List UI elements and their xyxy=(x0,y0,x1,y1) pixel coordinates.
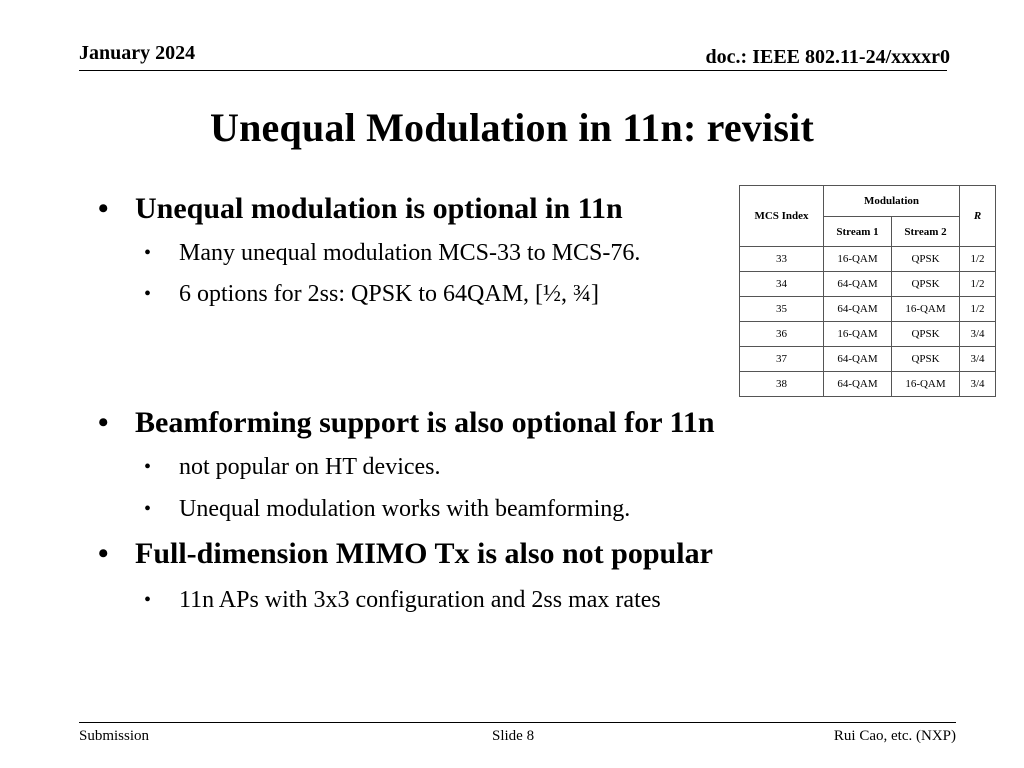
table-row: 33 16-QAM QPSK 1/2 xyxy=(739,246,996,272)
sub-bullet-3-1-text: 11n APs with 3x3 configuration and 2ss m… xyxy=(179,587,661,613)
header-rule xyxy=(79,70,947,71)
sub-bullet-marker: • xyxy=(144,456,152,478)
stream2-cell: QPSK xyxy=(891,346,960,372)
table-row: 37 64-QAM QPSK 3/4 xyxy=(739,346,996,372)
sub-bullet-2-2-text: Unequal modulation works with beamformin… xyxy=(179,496,631,522)
stream1-cell: 64-QAM xyxy=(823,371,892,397)
mcs-index-cell: 35 xyxy=(739,296,824,322)
stream1-cell: 16-QAM xyxy=(823,246,892,272)
stream2-cell: QPSK xyxy=(891,321,960,347)
rate-cell: 1/2 xyxy=(959,296,996,322)
mcs-index-cell: 36 xyxy=(739,321,824,347)
rate-cell: 1/2 xyxy=(959,246,996,272)
footer-rule xyxy=(79,722,956,723)
stream2-header: Stream 2 xyxy=(891,216,960,247)
sub-bullet-2-1-text: not popular on HT devices. xyxy=(179,454,441,480)
stream2-cell: 16-QAM xyxy=(891,371,960,397)
sub-bullet-1-1-text: Many unequal modulation MCS-33 to MCS-76… xyxy=(179,240,641,266)
bullet-1-text: Unequal modulation is optional in 11n xyxy=(135,192,623,225)
bullet-marker: • xyxy=(98,406,109,439)
stream1-cell: 64-QAM xyxy=(823,271,892,297)
sub-bullet-marker: • xyxy=(144,498,152,520)
stream2-cell: QPSK xyxy=(891,246,960,272)
mcs-index-cell: 37 xyxy=(739,346,824,372)
stream1-header: Stream 1 xyxy=(823,216,892,247)
header-doc-id: doc.: IEEE 802.11-24/xxxxr0 xyxy=(705,46,950,68)
r-header: R xyxy=(959,185,996,247)
footer-slide-number: Slide 8 xyxy=(492,728,535,744)
header-date: January 2024 xyxy=(79,42,196,64)
mcs-index-cell: 38 xyxy=(739,371,824,397)
mcs-index-cell: 34 xyxy=(739,271,824,297)
footer-author: Rui Cao, etc. (NXP) xyxy=(833,728,956,744)
rate-cell: 3/4 xyxy=(959,346,996,372)
footer-submission: Submission xyxy=(79,728,150,744)
table-row: 34 64-QAM QPSK 1/2 xyxy=(739,271,996,297)
mcs-index-header: MCS Index xyxy=(739,185,824,247)
modulation-header: Modulation xyxy=(823,185,960,217)
rate-cell: 3/4 xyxy=(959,321,996,347)
mcs-table: MCS Index Modulation R Stream 1 Stream 2… xyxy=(739,185,996,397)
mcs-index-cell: 33 xyxy=(739,246,824,272)
sub-bullet-1-2-text: 6 options for 2ss: QPSK to 64QAM, [½, ¾] xyxy=(179,281,600,307)
stream2-cell: QPSK xyxy=(891,271,960,297)
bullet-3-text: Full-dimension MIMO Tx is also not popul… xyxy=(135,537,713,570)
table-row: 35 64-QAM 16-QAM 1/2 xyxy=(739,296,996,322)
rate-cell: 1/2 xyxy=(959,271,996,297)
sub-bullet-marker: • xyxy=(144,589,152,611)
sub-bullet-marker: • xyxy=(144,283,152,305)
stream1-cell: 64-QAM xyxy=(823,346,892,372)
table-row: 36 16-QAM QPSK 3/4 xyxy=(739,321,996,347)
rate-cell: 3/4 xyxy=(959,371,996,397)
stream1-cell: 16-QAM xyxy=(823,321,892,347)
bullet-marker: • xyxy=(98,192,109,225)
stream1-cell: 64-QAM xyxy=(823,296,892,322)
bullet-marker: • xyxy=(98,537,109,570)
table-row: 38 64-QAM 16-QAM 3/4 xyxy=(739,371,996,397)
sub-bullet-marker: • xyxy=(144,242,152,264)
slide-title: Unequal Modulation in 11n: revisit xyxy=(210,105,814,150)
bullet-2-text: Beamforming support is also optional for… xyxy=(135,406,715,439)
stream2-cell: 16-QAM xyxy=(891,296,960,322)
